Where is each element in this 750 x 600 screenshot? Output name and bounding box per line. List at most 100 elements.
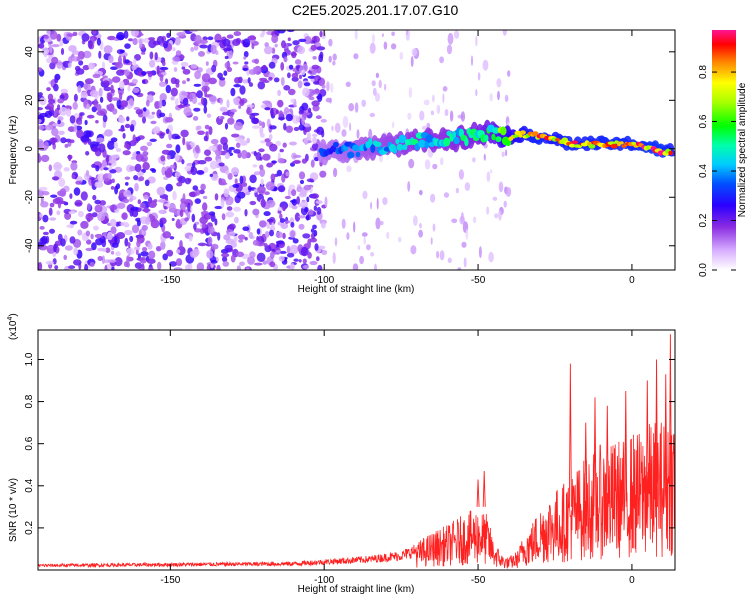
noise-speckle (157, 261, 162, 270)
y-tick-label: 0 (24, 146, 35, 152)
noise-speckle (408, 158, 415, 169)
noise-speckle (300, 201, 309, 209)
noise-speckle (141, 224, 148, 231)
noise-speckle (271, 222, 275, 231)
noise-speckle (181, 159, 185, 165)
noise-speckle (218, 78, 226, 87)
noise-speckle (162, 60, 166, 67)
noise-speckle (210, 243, 219, 250)
noise-speckle (299, 179, 305, 185)
noise-speckle (261, 30, 266, 36)
noise-speckle (159, 217, 167, 225)
noise-speckle (492, 196, 498, 201)
noise-speckle (488, 251, 494, 263)
noise-speckle (54, 75, 59, 84)
noise-speckle (430, 110, 434, 116)
noise-speckle (110, 186, 115, 190)
noise-speckle (162, 231, 171, 239)
noise-speckle (102, 80, 110, 87)
noise-speckle (180, 129, 189, 138)
noise-speckle (357, 245, 361, 250)
y-tick-label: -20 (24, 190, 35, 205)
noise-speckle (292, 238, 299, 244)
noise-speckle (196, 90, 203, 99)
noise-speckle (238, 239, 244, 243)
noise-speckle (285, 125, 293, 133)
noise-speckle (283, 85, 291, 91)
noise-speckle (257, 81, 266, 90)
noise-speckle (98, 87, 103, 97)
noise-speckle (131, 64, 137, 71)
noise-speckle (324, 196, 328, 208)
noise-speckle (123, 30, 129, 39)
noise-speckle (301, 158, 307, 164)
noise-speckle (369, 112, 376, 118)
noise-speckle (296, 196, 300, 205)
noise-speckle (382, 197, 388, 206)
noise-speckle (482, 59, 489, 71)
noise-speckle (189, 30, 199, 33)
noise-speckle (79, 112, 85, 116)
noise-speckle (190, 47, 195, 52)
noise-speckle (164, 117, 174, 123)
noise-speckle (63, 254, 67, 260)
noise-speckle (346, 232, 350, 240)
noise-speckle (271, 34, 279, 44)
noise-speckle (60, 137, 67, 144)
noise-speckle (305, 214, 310, 221)
noise-speckle (172, 56, 181, 62)
ridge-cell (492, 127, 500, 134)
noise-speckle (147, 176, 156, 184)
noise-speckle (418, 189, 423, 196)
ridge-cell (588, 144, 596, 149)
noise-speckle (97, 212, 106, 222)
noise-speckle (407, 112, 412, 120)
noise-speckle (110, 137, 118, 143)
noise-speckle (291, 51, 297, 59)
noise-speckle (59, 39, 64, 47)
noise-speckle (113, 142, 119, 149)
noise-speckle (175, 249, 181, 254)
noise-speckle (224, 244, 233, 252)
y-tick-label: 0.6 (24, 436, 35, 450)
noise-speckle (124, 43, 131, 49)
spectrogram-x-label: Height of straight line (km) (298, 284, 415, 295)
noise-speckle (58, 178, 66, 187)
noise-speckle (266, 218, 274, 223)
noise-speckle (104, 264, 108, 270)
noise-speckle (68, 62, 72, 68)
noise-speckle (158, 199, 166, 203)
noise-speckle (291, 189, 297, 197)
noise-speckle (464, 182, 471, 191)
noise-speckle (165, 84, 171, 94)
noise-speckle (156, 186, 165, 196)
noise-speckle (328, 55, 332, 63)
noise-speckle (155, 246, 162, 252)
noise-speckle (69, 115, 76, 124)
noise-speckle (477, 72, 481, 81)
noise-speckle (292, 154, 302, 158)
noise-speckle (424, 159, 431, 170)
noise-speckle (159, 209, 165, 214)
noise-speckle (231, 167, 240, 176)
noise-speckle (60, 238, 66, 247)
noise-speckle (200, 211, 206, 215)
noise-speckle (306, 196, 310, 203)
noise-speckle (226, 99, 230, 109)
noise-speckle (134, 54, 141, 61)
noise-speckle (175, 258, 183, 267)
noise-speckle (180, 61, 189, 67)
noise-speckle (489, 169, 493, 174)
noise-speckle (273, 186, 278, 192)
ridge-cell (368, 137, 373, 147)
noise-speckle (49, 137, 58, 144)
noise-speckle (97, 256, 103, 261)
noise-speckle (130, 30, 139, 37)
noise-speckle (49, 217, 57, 221)
noise-speckle (179, 240, 183, 250)
ridge-cell (370, 144, 376, 153)
noise-speckle (78, 60, 84, 66)
noise-speckle (319, 30, 323, 38)
noise-speckle (292, 40, 300, 46)
noise-speckle (260, 198, 266, 208)
